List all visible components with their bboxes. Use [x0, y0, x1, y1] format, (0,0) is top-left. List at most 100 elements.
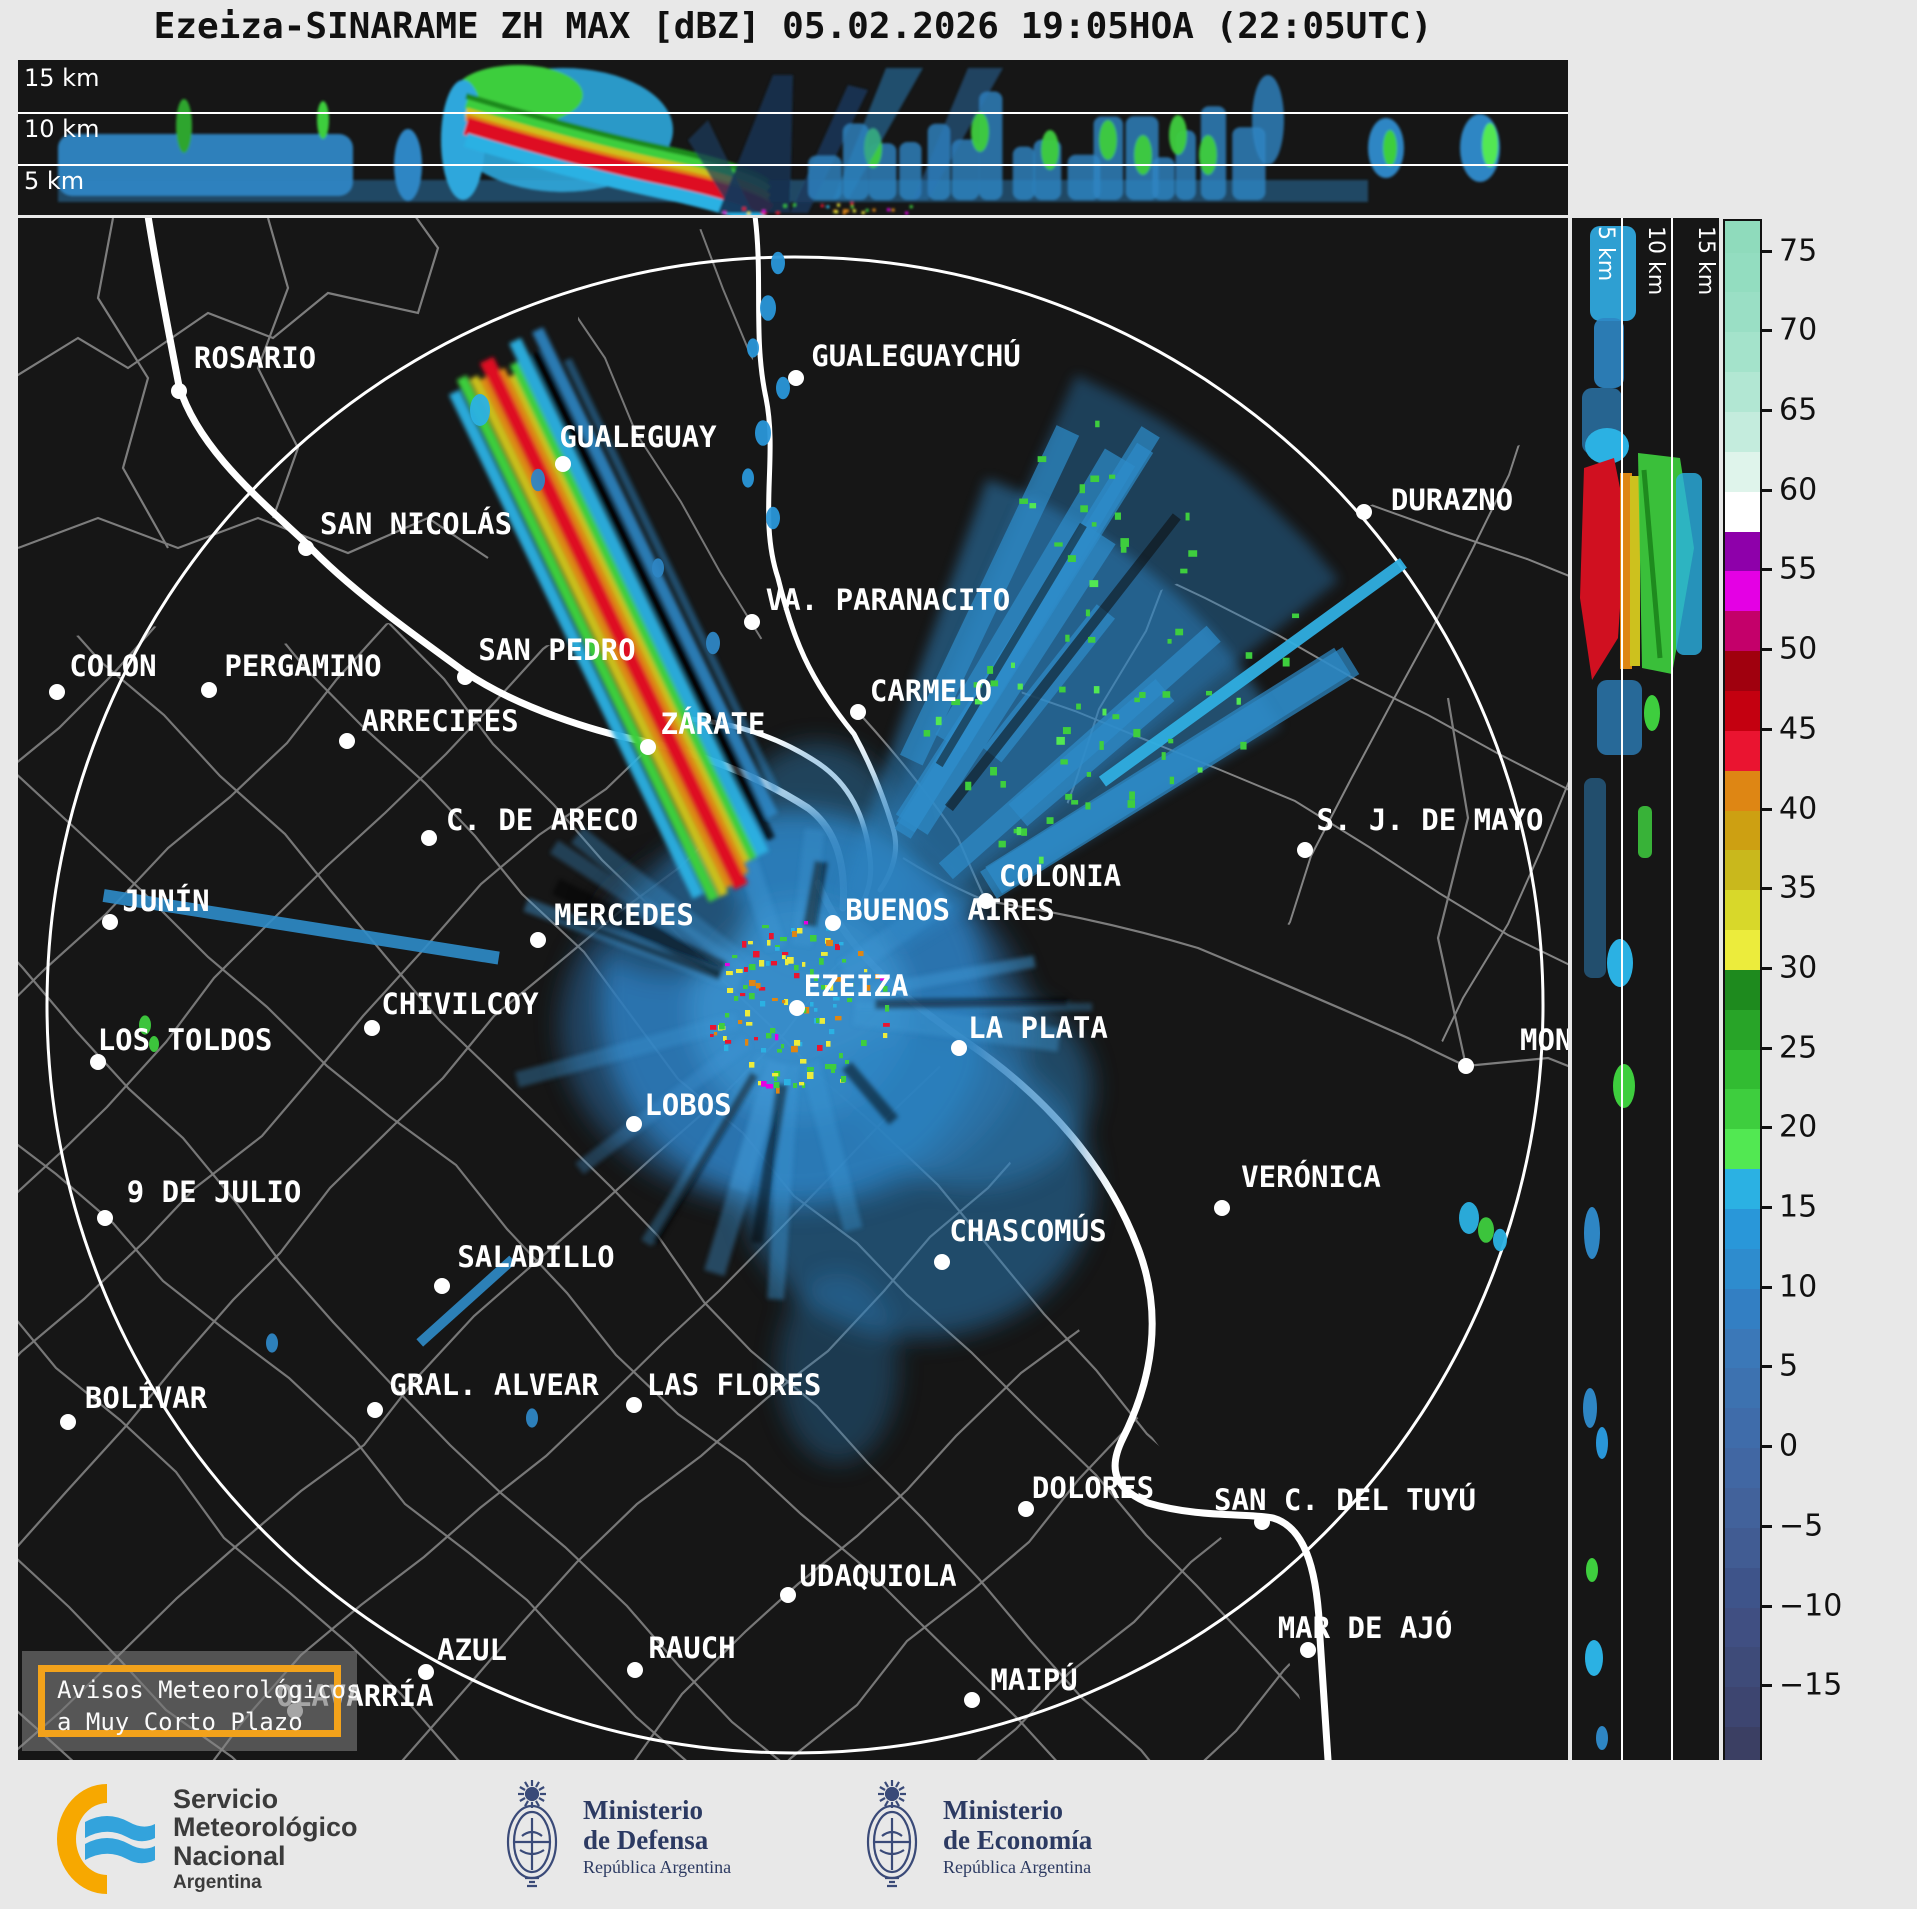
colorbar-tick-label: 50 — [1779, 631, 1818, 667]
colorbar-segment — [1725, 221, 1760, 254]
colorbar-tick — [1760, 1684, 1772, 1688]
colorbar-segment — [1725, 1727, 1760, 1760]
colorbar-tick — [1760, 1126, 1772, 1130]
city-dot — [934, 1254, 950, 1270]
city-label: SAN PEDRO — [478, 633, 635, 667]
city-label: SAN NICOLÁS — [320, 507, 512, 541]
city-dot — [1356, 504, 1372, 520]
colorbar-segment — [1725, 491, 1760, 533]
city-dot — [850, 704, 866, 720]
colorbar-segment — [1725, 930, 1760, 971]
colorbar-tick — [1760, 966, 1772, 970]
city-label: GRAL. ALVEAR — [389, 1368, 599, 1402]
city-label: BOLÍVAR — [85, 1381, 208, 1415]
colorbar-tick-label: −15 — [1779, 1667, 1843, 1703]
colorbar-segment — [1725, 1009, 1760, 1051]
colorbar-segment — [1725, 531, 1760, 572]
defensa-line2: de Defensa — [583, 1824, 709, 1855]
colorbar-segment — [1725, 1647, 1760, 1688]
city-dot — [1018, 1501, 1034, 1517]
city-label: CARMELO — [870, 674, 992, 708]
city-label: CHIVILCOY — [381, 987, 539, 1021]
smn-logo-text: Servicio Meteorológico Nacional Argentin… — [173, 1783, 358, 1894]
city-label: GUALEGUAYCHÚ — [811, 339, 1021, 373]
city-dot — [1300, 1642, 1316, 1658]
colorbar-segment — [1725, 611, 1760, 652]
colorbar-tick-label: 35 — [1779, 870, 1818, 906]
colorbar-segment — [1725, 1129, 1760, 1170]
colorbar-segment — [1725, 810, 1760, 851]
gridline-10km-v — [1671, 218, 1673, 1760]
smn-line3: Nacional — [173, 1841, 286, 1872]
colorbar-tick — [1760, 1365, 1772, 1369]
city-dot — [825, 915, 841, 931]
city-label: S. J. DE MAYO — [1317, 803, 1544, 837]
city-label: EZEIZA — [804, 969, 909, 1003]
city-label: MONTEVIDEO — [1520, 1023, 1568, 1057]
colorbar-segment — [1725, 1328, 1760, 1369]
city-label: BUENOS AIRES — [845, 893, 1055, 927]
colorbar-segment — [1725, 850, 1760, 891]
colorbar-tick-label: 40 — [1779, 791, 1818, 826]
city-label: LOBOS — [644, 1088, 731, 1122]
top-cross-section-echoes — [18, 60, 1568, 215]
colorbar-segment — [1725, 1487, 1760, 1529]
defensa-text: Ministerio de Defensa República Argentin… — [583, 1795, 732, 1878]
city-dot — [457, 669, 473, 685]
gridline-5km — [18, 164, 1568, 166]
city-label: PERGAMINO — [224, 649, 381, 683]
right-panel-label-5km: 5 km — [1593, 226, 1618, 282]
coat-of-arms-icon — [506, 1780, 558, 1888]
city-dot — [102, 914, 118, 930]
city-label: DOLORES — [1032, 1471, 1154, 1505]
top-panel-label-5km: 5 km — [24, 167, 85, 195]
radar-map: ROSARIO GUALEGUAYCHÚ GUALEGUAY SAN NICOLÁS D… — [18, 218, 1568, 1760]
colorbar-tick-label: 0 — [1779, 1428, 1799, 1464]
city-dot — [555, 456, 571, 472]
gridline-5km-v — [1621, 218, 1623, 1760]
colorbar-tick-label: 75 — [1779, 233, 1818, 269]
short-term-warnings-box[interactable]: Avisos Meteorológicos a Muy Corto Plazo — [38, 1665, 360, 1737]
city-label: SAN C. DEL TUYÚ — [1214, 1483, 1476, 1517]
colorbar-segment — [1725, 1049, 1760, 1091]
right-panel-label-10km: 10 km — [1643, 226, 1668, 296]
colorbar-segment — [1725, 1527, 1760, 1569]
smn-line2: Meteorológico — [173, 1812, 358, 1843]
city-dot — [626, 1116, 642, 1132]
city-dot — [60, 1414, 76, 1430]
right-cross-section-echoes — [1572, 218, 1719, 1760]
colorbar-segment — [1725, 690, 1760, 732]
colorbar-segment — [1725, 1089, 1760, 1130]
colorbar-segment — [1725, 1209, 1760, 1250]
colorbar-segment — [1725, 770, 1760, 812]
city-dot — [364, 1020, 380, 1036]
colorbar-tick — [1760, 807, 1772, 811]
colorbar-tick — [1760, 1046, 1772, 1050]
city-label: SALADILLO — [457, 1240, 614, 1274]
city-label: LOS TOLDOS — [98, 1023, 273, 1057]
city-dot — [530, 932, 546, 948]
smn-line1: Servicio — [173, 1783, 279, 1814]
city-dot — [298, 540, 314, 556]
economia-text: Ministerio de Economía República Argenti… — [943, 1794, 1092, 1878]
economia-line1: Ministerio — [943, 1794, 1063, 1825]
city-dot — [978, 893, 994, 909]
city-dot — [788, 370, 804, 386]
colorbar-tick — [1760, 249, 1772, 253]
city-dot — [1458, 1058, 1474, 1074]
colorbar-tick — [1760, 1445, 1772, 1449]
city-dot — [97, 1210, 113, 1226]
city-label: GUALEGUAY — [559, 420, 717, 454]
city-dot — [421, 830, 437, 846]
right-panel-label-15km: 15 km — [1693, 226, 1718, 296]
defensa-sub: República Argentina — [583, 1857, 732, 1878]
city-label: C. DE ARECO — [446, 803, 638, 837]
city-dot — [1297, 842, 1313, 858]
colorbar-segment — [1725, 890, 1760, 931]
city-dot — [339, 733, 355, 749]
colorbar-segment — [1725, 571, 1760, 612]
colorbar-tick-label: 65 — [1779, 392, 1818, 428]
colorbar-tick-label: 15 — [1779, 1189, 1818, 1225]
colorbar-segment — [1725, 292, 1760, 333]
colorbar-tick — [1760, 488, 1772, 492]
